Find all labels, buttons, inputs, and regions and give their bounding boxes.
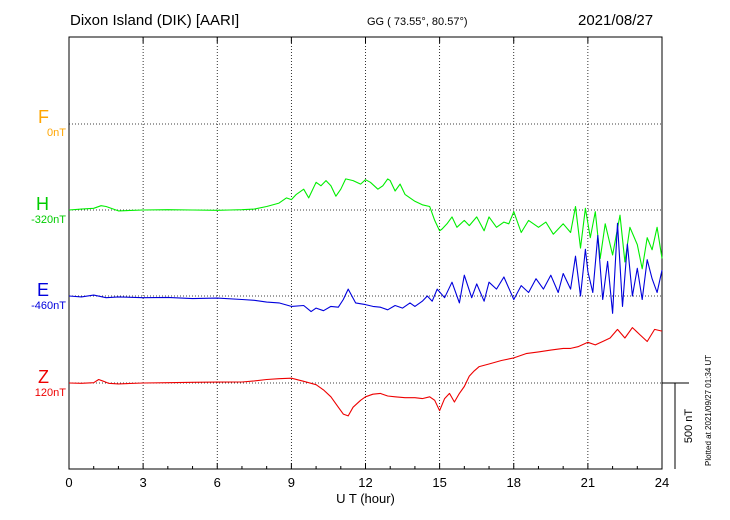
- xtick-label-12: 12: [358, 475, 372, 490]
- label-Z: Z 120nT: [0, 367, 66, 400]
- xtick-label-15: 15: [432, 475, 446, 490]
- label-Z-name: Z: [38, 367, 49, 387]
- x-axis-label: U T (hour): [336, 491, 395, 506]
- xtick-label-21: 21: [581, 475, 595, 490]
- label-E: E -460nT: [0, 280, 66, 313]
- station-title: Dixon Island (DIK) [AARI]: [70, 12, 240, 29]
- label-E-name: E: [36, 280, 49, 300]
- label-H-baseline: -320nT: [31, 214, 66, 226]
- series-E-line: [68, 222, 663, 314]
- plotted-timestamp-text: Plotted at 2021/09/27 01:34 UT: [704, 354, 713, 466]
- label-F-name: F: [38, 107, 49, 127]
- plot-date: 2021/08/27: [578, 12, 654, 29]
- label-Z-baseline: 120nT: [34, 387, 66, 399]
- label-H: H -320nT: [0, 194, 66, 227]
- xtick-label-18: 18: [507, 475, 521, 490]
- xtick-label-6: 6: [214, 475, 221, 490]
- xtick-label-0: 0: [65, 475, 72, 490]
- station-coordinates: GG ( 73.55°, 80.57°): [367, 16, 468, 28]
- label-H-name: H: [36, 194, 49, 214]
- label-E-baseline: -460nT: [31, 300, 66, 312]
- xtick-label-3: 3: [140, 475, 147, 490]
- series-H-line: [68, 178, 663, 270]
- label-F-baseline: 0nT: [47, 127, 66, 139]
- label-F: F 0nT: [0, 107, 66, 140]
- xtick-label-9: 9: [288, 475, 295, 490]
- series-Z-line: [68, 327, 663, 417]
- xtick-label-24: 24: [655, 475, 669, 490]
- scale-bar-label: 500 nT: [683, 409, 695, 444]
